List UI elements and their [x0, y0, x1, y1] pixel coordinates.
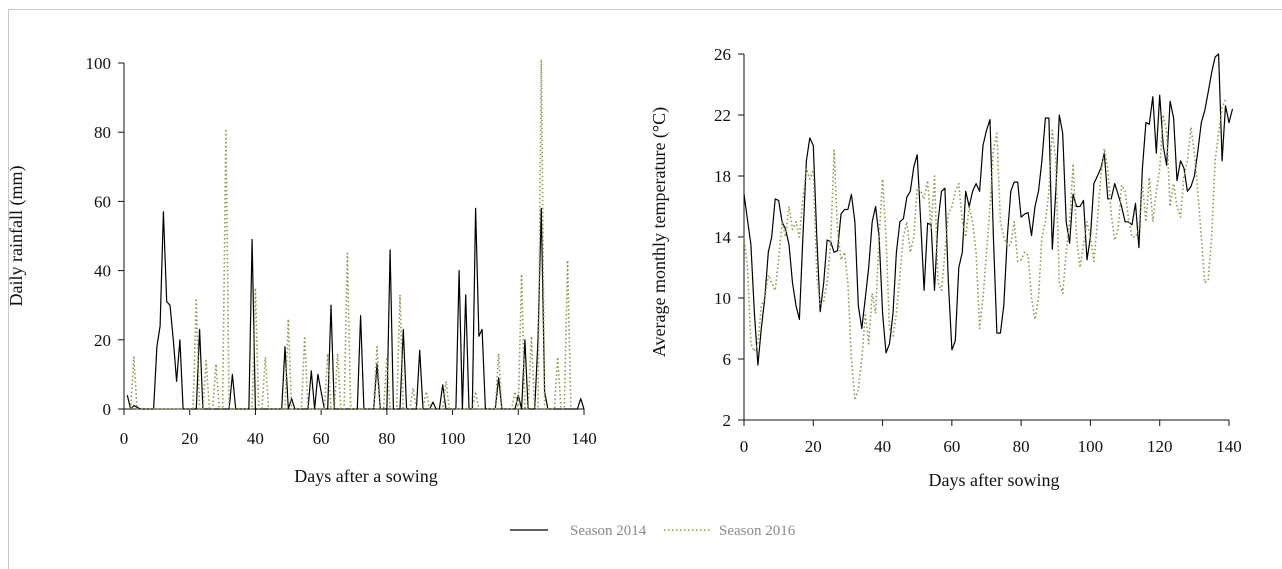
x-tick-label: 80: [378, 429, 395, 448]
y-tick-label: 80: [94, 123, 111, 142]
series-line-season-2016: [743, 99, 1227, 401]
x-tick-label: 60: [313, 429, 330, 448]
y-tick-label: 100: [86, 54, 112, 73]
y-tick-label: 60: [94, 192, 111, 211]
figure-frame: [8, 9, 1282, 569]
y-tick-label: 26: [714, 45, 731, 64]
y-tick-label: 20: [94, 331, 111, 350]
x-tick-label: 20: [181, 429, 198, 448]
legend-label-season-2014: Season 2014: [570, 523, 647, 539]
y-tick-label: 2: [723, 411, 732, 430]
y-tick-label: 14: [714, 228, 732, 247]
x-tick-label: 120: [506, 429, 532, 448]
y-tick-label: 10: [714, 289, 731, 308]
x-axis-title: Days after sowing: [929, 470, 1060, 490]
x-tick-label: 40: [874, 437, 891, 456]
x-tick-label: 60: [943, 437, 960, 456]
x-tick-label: 80: [1013, 437, 1030, 456]
x-axis-title: Days after a sowing: [294, 466, 437, 486]
y-tick-label: 0: [103, 400, 112, 419]
x-tick-label: 100: [440, 429, 466, 448]
series-line-season-2014: [743, 53, 1234, 366]
y-tick-label: 18: [714, 167, 731, 186]
x-tick-label: 100: [1078, 437, 1104, 456]
x-tick-label: 140: [1216, 437, 1242, 456]
x-tick-label: 40: [247, 429, 264, 448]
legend: Season 2014 Season 2016: [510, 523, 796, 539]
y-tick-label: 40: [94, 262, 111, 281]
x-tick-label: 20: [805, 437, 822, 456]
x-tick-label: 0: [120, 429, 129, 448]
y-tick-label: 22: [714, 106, 731, 125]
x-tick-label: 0: [740, 437, 749, 456]
y-axis-title: Daily rainfall (mm): [6, 166, 27, 307]
y-tick-label: 6: [723, 350, 732, 369]
y-axis-title: Average monthly temperature (°C): [649, 107, 670, 357]
x-tick-label: 120: [1147, 437, 1173, 456]
series-line-season-2014: [126, 207, 585, 410]
series-line-season-2016: [129, 58, 572, 410]
legend-label-season-2016: Season 2016: [719, 523, 796, 539]
x-tick-label: 140: [571, 429, 597, 448]
